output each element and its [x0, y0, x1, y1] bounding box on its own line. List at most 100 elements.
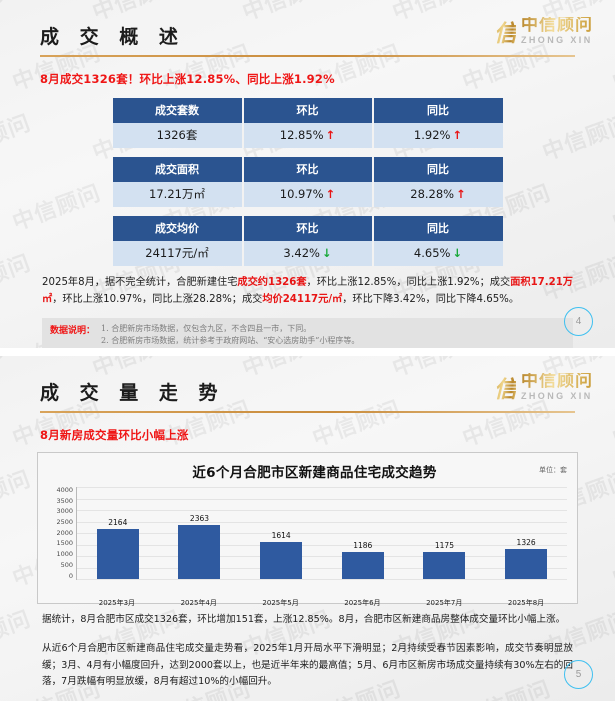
chart-bars: 2164 2363 1614 1186 1175 1326	[77, 487, 567, 579]
chart-bar[interactable]	[423, 551, 466, 579]
slide1-header: 成 交 概 述 信 中信顾问 ZHONG XIN	[0, 0, 615, 48]
logo-mark-icon: 信	[494, 370, 517, 404]
x-tick-label: 2025年3月	[98, 599, 136, 607]
data-note-line-1: 1. 合肥新房市场数据，仅包含九区，不含四县一市，下同。	[101, 323, 312, 333]
metric-table: 成交均价 环比 同比 24117元/㎡ 3.42% ↓ 4.65% ↓	[112, 216, 503, 266]
table-row: 成交面积 环比 同比	[112, 157, 503, 182]
x-tick-label: 2025年6月	[344, 599, 381, 607]
chart-bar-group: 1614	[240, 487, 321, 579]
chart-y-axis: 4000 3500 3000 2500 2000 1500 1000 500 0	[48, 487, 76, 579]
y-tick-label: 1000	[56, 550, 73, 559]
chart-plot-area: 2164 2363 1614 1186 1175 1326	[76, 487, 567, 580]
table-data-cell: 1.92% ↑	[372, 123, 503, 148]
table-header-cell: 同比	[372, 98, 503, 123]
trend-down-icon: ↓	[321, 246, 332, 260]
chart-bar[interactable]	[260, 541, 303, 579]
x-tick-label: 2025年5月	[262, 599, 299, 607]
chart-bar-group: 2164	[77, 487, 158, 579]
chart-bar[interactable]	[341, 551, 384, 579]
chart-bar-group: 1175	[404, 487, 485, 579]
table-row: 成交均价 环比 同比	[112, 216, 503, 241]
logo-mark-icon: 信	[494, 14, 517, 48]
table-header-cell: 成交面积	[112, 157, 244, 182]
table-data-cell: 3.42% ↓	[242, 241, 374, 266]
table-row: 17.21万㎡ 10.97% ↑ 28.28% ↑	[112, 182, 503, 207]
chart-bar[interactable]	[96, 529, 139, 579]
slide1-summary-paragraph: 2025年8月，据不完全统计，合肥新建住宅成交约1326套，环比上涨12.85%…	[42, 277, 573, 305]
table-data-cell: 28.28% ↑	[372, 182, 503, 207]
table-data-cell: 10.97% ↑	[242, 182, 374, 207]
page-title: 成 交 概 述	[40, 26, 185, 49]
table-header-cell: 环比	[242, 98, 374, 123]
summary-tables: 成交套数 环比 同比 1326套 12.85% ↑ 1.92% ↑ 成交面积 环比 同比 17.21万…	[112, 98, 503, 266]
page-title: 成 交 量 走 势	[40, 382, 225, 405]
slide2-paragraph-1: 据统计，8月合肥市区成交1326套，环比增加151套，上涨12.85%。8月，合…	[42, 614, 566, 625]
trend-up-icon: ↑	[325, 128, 336, 142]
chart-title: 近6个月合肥市区新建商品住宅成交趋势	[192, 465, 437, 481]
chart-bar-group: 1326	[485, 487, 566, 579]
y-tick-label: 2000	[56, 528, 73, 537]
highlight-units: 成交约1326套	[237, 277, 307, 288]
table-row: 24117元/㎡ 3.42% ↓ 4.65% ↓	[112, 241, 503, 266]
brand-logo: 信 中信顾问 ZHONG XIN	[494, 370, 593, 404]
page-number-badge: 5	[564, 660, 593, 689]
y-tick-label: 3000	[56, 507, 73, 516]
chart-bar[interactable]	[505, 548, 548, 579]
table-data-cell: 12.85% ↑	[242, 123, 374, 148]
y-tick-label: 1500	[56, 539, 73, 548]
slide2-header: 成 交 量 走 势 信 中信顾问 ZHONG XIN	[0, 356, 615, 404]
chart-x-axis: 2025年3月 2025年4月 2025年5月 2025年6月 2025年7月 2025年…	[76, 598, 567, 608]
trend-up-icon: ↑	[325, 187, 336, 201]
slide2-paragraph-2: 从近6个月合肥市区新建商品住宅成交量走势看，2025年1月开局水平下滑明显；2月…	[42, 643, 573, 687]
brand-logo: 信 中信顾问 ZHONG XIN	[494, 14, 593, 48]
bar-value-label: 1614	[271, 530, 291, 540]
slide-transaction-overview: 中信顾问 中信顾问 中信顾问 中信顾问 中信顾问 中信顾问 中信顾问 中信顾问 中信顾问 中信顾问…	[0, 0, 615, 348]
table-row: 1326套 12.85% ↑ 1.92% ↑	[112, 123, 503, 148]
table-header-cell: 同比	[372, 157, 503, 182]
x-tick-label: 2025年8月	[507, 599, 545, 607]
slide1-headline: 8月成交1326套！环比上涨12.85%、同比上涨1.92%	[40, 72, 335, 86]
logo-name-en: ZHONG XIN	[521, 35, 593, 45]
metric-table: 成交套数 环比 同比 1326套 12.85% ↑ 1.92% ↑	[112, 98, 503, 148]
bar-value-label: 1186	[353, 540, 373, 550]
trend-up-icon: ↑	[456, 187, 466, 201]
table-header-cell: 同比	[372, 216, 503, 241]
table-row: 成交套数 环比 同比	[112, 98, 503, 123]
page-number-badge: 4	[564, 307, 593, 336]
y-tick-label: 2500	[56, 518, 73, 527]
chart-bar-group: 2363	[159, 487, 240, 579]
x-tick-label: 2025年7月	[426, 599, 463, 607]
trend-down-icon: ↓	[452, 246, 463, 260]
trend-up-icon: ↑	[452, 128, 463, 142]
data-note-label: 数据说明：	[50, 325, 96, 336]
title-divider	[40, 411, 575, 413]
table-data-cell: 4.65% ↓	[372, 241, 503, 266]
table-header-cell: 环比	[242, 157, 374, 182]
highlight-area: 面积17.21万㎡	[42, 277, 573, 305]
bar-value-label: 2164	[108, 518, 128, 528]
x-tick-label: 2025年4月	[180, 599, 217, 607]
bar-value-label: 2363	[189, 513, 210, 523]
chart-unit-label: 单位：套	[539, 467, 567, 474]
table-data-cell: 17.21万㎡	[112, 182, 244, 207]
table-header-cell: 成交均价	[112, 216, 244, 241]
data-note-line-2: 2. 合肥新房市场数据，统计参考于政府网站、“安心选房助手”小程序等。	[101, 336, 360, 346]
y-tick-label: 0	[68, 571, 73, 580]
table-data-cell: 1326套	[112, 123, 244, 148]
logo-name-cn: 中信顾问	[521, 371, 593, 391]
chart-bar-group: 1186	[322, 487, 403, 579]
table-header-cell: 成交套数	[112, 98, 244, 123]
metric-table: 成交面积 环比 同比 17.21万㎡ 10.97% ↑ 28.28% ↑	[112, 157, 503, 207]
logo-name-cn: 中信顾问	[521, 15, 593, 35]
data-note-box: 数据说明： 1. 合肥新房市场数据，仅包含九区，不含四县一市，下同。 2. 合肥…	[42, 317, 573, 348]
table-data-cell: 24117元/㎡	[112, 241, 244, 266]
highlight-price: 均价24117元/㎡	[262, 293, 343, 305]
logo-name-en: ZHONG XIN	[521, 391, 593, 401]
y-tick-label: 4000	[56, 486, 73, 494]
table-header-cell: 环比	[242, 216, 374, 241]
bar-value-label: 1326	[516, 537, 536, 547]
slide2-headline: 8月新房成交量环比小幅上涨	[40, 428, 189, 442]
slide-transaction-trend: 中信顾问 中信顾问 中信顾问 中信顾问 中信顾问 中信顾问 中信顾问 中信顾问 中信顾问 中信顾问…	[0, 356, 615, 701]
chart-bar[interactable]	[178, 524, 221, 579]
